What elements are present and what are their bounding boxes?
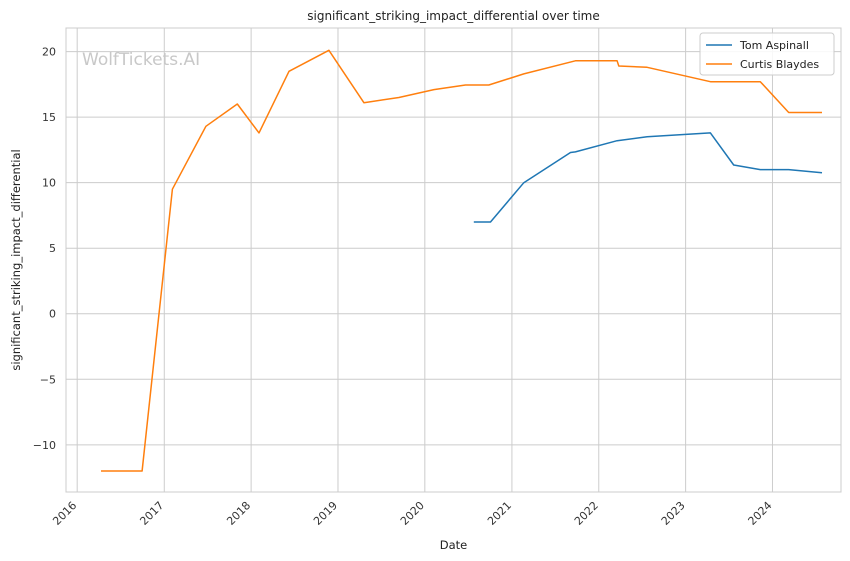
y-tick-label: −10 (33, 439, 56, 452)
y-tick-label: 0 (49, 308, 56, 321)
x-tick-label: 2018 (224, 499, 253, 528)
legend-label-curtis-blaydes: Curtis Blaydes (740, 58, 819, 71)
y-tick-label: 15 (42, 111, 56, 124)
x-axis-ticks: 2016 2017 2018 2019 2020 2021 2022 2023 2024 (50, 499, 774, 528)
series-layer (101, 49, 823, 472)
y-tick-label: −5 (40, 373, 56, 386)
x-tick-label: 2022 (572, 499, 601, 528)
series-line-tom-aspinall (473, 132, 823, 223)
legend: Tom Aspinall Curtis Blaydes (699, 32, 835, 76)
y-tick-label: 5 (49, 242, 56, 255)
x-tick-label: 2023 (659, 499, 688, 528)
series-line-curtis-blaydes (101, 49, 822, 472)
legend-label-tom-aspinall: Tom Aspinall (739, 39, 809, 52)
x-axis-title: Date (440, 538, 468, 552)
x-tick-label: 2017 (137, 499, 166, 528)
y-axis-title: significant_striking_impact_differential (9, 149, 23, 370)
watermark: WolfTickets.AI (82, 50, 200, 70)
y-tick-label: 20 (42, 46, 56, 59)
y-tick-label: 10 (42, 177, 56, 190)
x-tick-label: 2020 (398, 499, 427, 528)
x-tick-label: 2024 (746, 499, 775, 528)
x-tick-label: 2021 (485, 499, 514, 528)
chart-title: significant_striking_impact_differential… (307, 9, 599, 23)
legend-box (699, 32, 835, 76)
y-axis-ticks: 20 15 10 5 0 −10 −5 (33, 46, 56, 452)
plot-area (65, 27, 842, 493)
x-tick-label: 2016 (50, 499, 79, 528)
x-tick-label: 2019 (311, 499, 340, 528)
